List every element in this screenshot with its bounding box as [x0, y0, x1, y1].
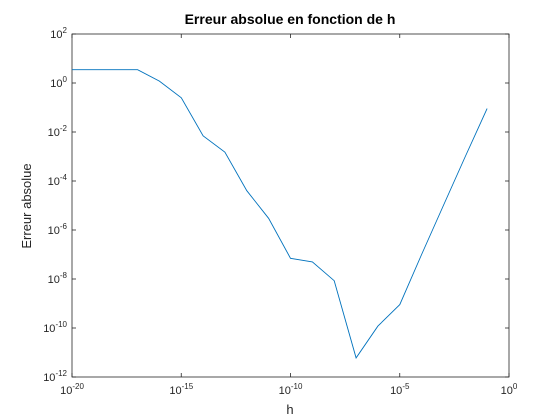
x-tick-label: 10-15	[169, 382, 193, 397]
x-tick-label-exponent: -15	[182, 382, 194, 391]
x-axis-label: h	[286, 402, 293, 417]
y-tick-label-exponent: -4	[60, 173, 68, 182]
y-axis-label: Erreur absolue	[19, 163, 34, 248]
x-tick-label-base: 10	[169, 385, 181, 397]
y-tick-label-base: 10	[50, 29, 62, 41]
x-tick-label-exponent: -5	[402, 382, 410, 391]
y-tick-label: 10-6	[48, 222, 68, 237]
x-tick-label-base: 10	[501, 385, 513, 397]
y-tick-label: 100	[50, 75, 67, 90]
x-axis-ticks: 10-20 10-15 10-10 10-5 100	[60, 34, 518, 397]
chart-title: Erreur absolue en fonction de h	[185, 11, 396, 27]
y-tick-label-base: 10	[50, 78, 62, 90]
y-tick-label: 10-4	[48, 173, 68, 188]
y-tick-label-exponent: 2	[63, 26, 68, 35]
y-tick-label-base: 10	[43, 372, 55, 384]
y-tick-label-base: 10	[48, 127, 60, 139]
y-tick-label-exponent: -8	[60, 271, 68, 280]
x-tick-label-base: 10	[390, 385, 402, 397]
y-tick-label-base: 10	[43, 323, 55, 335]
y-tick-label: 10-8	[48, 271, 68, 286]
x-tick-label-exponent: -20	[72, 382, 84, 391]
x-tick-label-exponent: 0	[513, 382, 518, 391]
y-tick-label-exponent: -2	[60, 124, 68, 133]
x-tick-label-base: 10	[279, 385, 291, 397]
y-tick-label-exponent: -6	[60, 222, 68, 231]
y-tick-label-exponent: -10	[55, 320, 67, 329]
y-tick-label: 10-10	[43, 320, 67, 335]
plot-area	[71, 33, 510, 378]
x-tick-label: 100	[501, 382, 518, 397]
y-tick-label: 10-12	[43, 369, 67, 384]
x-tick-label: 10-10	[279, 382, 303, 397]
y-tick-label-exponent: 0	[63, 75, 68, 84]
x-tick-label: 10-5	[390, 382, 410, 397]
y-tick-label: 10-2	[48, 124, 68, 139]
x-tick-label-exponent: -10	[291, 382, 303, 391]
y-tick-label-base: 10	[48, 225, 60, 237]
y-tick-label-exponent: -12	[55, 369, 67, 378]
y-tick-label-base: 10	[48, 274, 60, 286]
y-tick-label-base: 10	[48, 176, 60, 188]
x-tick-label: 10-20	[60, 382, 84, 397]
x-tick-label-base: 10	[60, 385, 72, 397]
y-tick-label: 102	[50, 26, 67, 41]
series-line	[72, 69, 488, 359]
